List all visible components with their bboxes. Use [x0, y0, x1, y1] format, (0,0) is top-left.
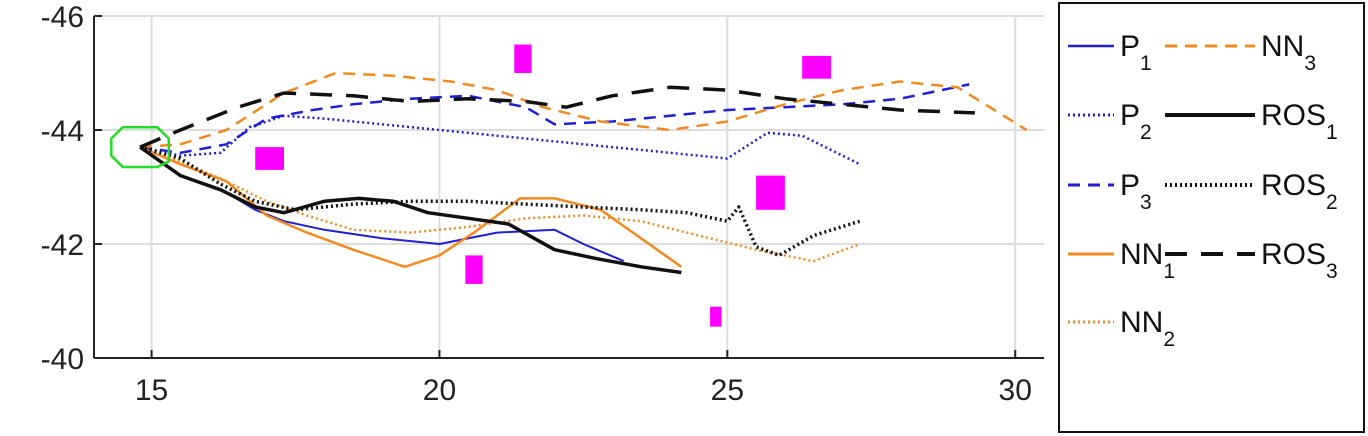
tick-labels: 15 20 25 30 -46 -44 -42 -40 [41, 1, 1032, 407]
legend: P1 P2 P3 NN1 NN2 NN3 ROS1 ROS2 ROS3 [1058, 2, 1365, 433]
series-line-p3 [139, 83, 970, 155]
series-line-nn2 [139, 145, 861, 263]
y-tick-label: -40 [41, 343, 84, 376]
legend-label-nn1: NN1 [1120, 238, 1175, 283]
legend-label-p2: P2 [1120, 99, 1152, 144]
x-tick-label: 15 [135, 374, 168, 407]
series-line-ros1 [139, 145, 682, 275]
x-tick-label: 25 [711, 374, 744, 407]
legend-label-nn2: NN2 [1120, 306, 1175, 351]
series-line-p2 [139, 114, 861, 166]
grid-lines [94, 15, 1044, 359]
axes [93, 15, 1044, 359]
start-region-outline [110, 125, 171, 169]
legend-box [1058, 2, 1365, 433]
legend-label-nn3: NN3 [1261, 30, 1316, 75]
series-line-nn3 [140, 71, 1028, 149]
x-tick-label: 30 [999, 374, 1032, 407]
series-line-ros3 [139, 85, 975, 149]
y-tick-label: -44 [41, 115, 84, 148]
obstacle-rect [465, 255, 483, 284]
obstacle-rect [802, 55, 831, 79]
start-region [110, 125, 171, 169]
obstacle-rect [255, 147, 284, 170]
obstacle-rect [756, 175, 785, 210]
series-line-nn1 [139, 145, 683, 269]
y-tick-label: -42 [41, 229, 84, 262]
series-lines [139, 71, 1028, 275]
legend-label-p1: P1 [1120, 30, 1152, 75]
legend-label-ros2: ROS2 [1261, 169, 1338, 214]
legend-label-ros1: ROS1 [1261, 99, 1338, 144]
obstacles [255, 44, 831, 327]
y-tick-label: -46 [41, 1, 84, 34]
x-tick-label: 20 [423, 374, 456, 407]
obstacle-rect [710, 306, 722, 327]
legend-label-ros3: ROS3 [1261, 238, 1338, 283]
series-line-ros2 [139, 145, 861, 258]
legend-label-p3: P3 [1120, 169, 1152, 214]
obstacle-rect [514, 44, 532, 73]
